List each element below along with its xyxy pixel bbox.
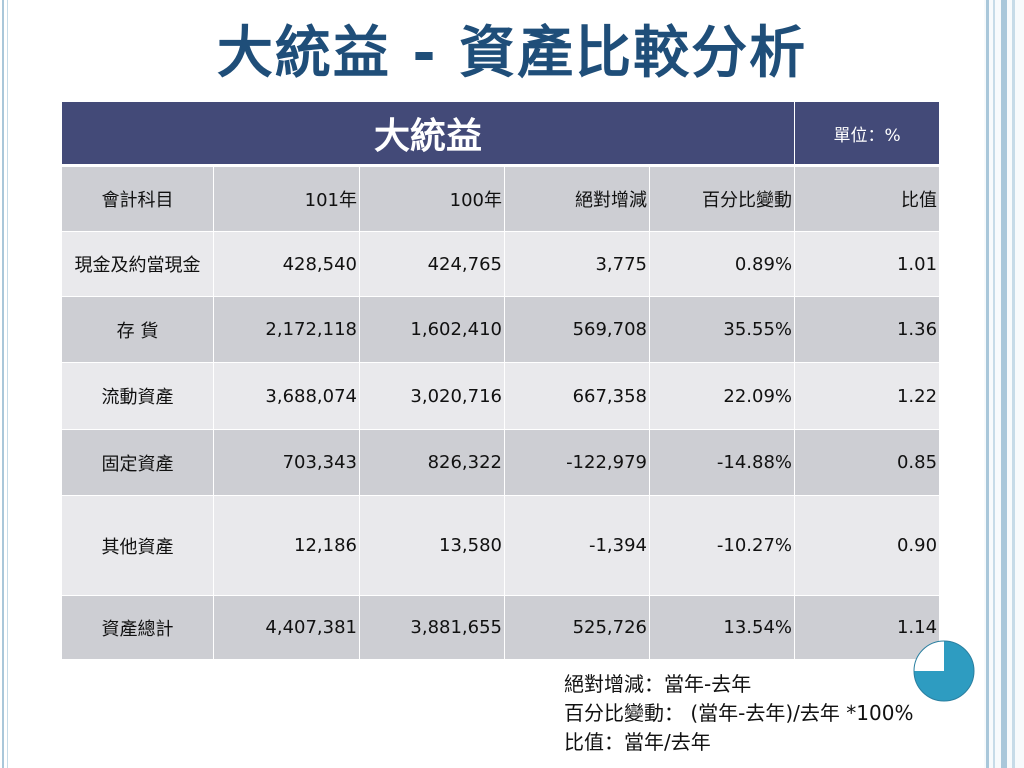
formula-notes: 絕對增減：當年-去年 百分比變動： (當年-去年)/去年 *100% 比值：當年… [564, 670, 913, 757]
column-header: 比值 [794, 165, 941, 232]
table-cell: 525,726 [504, 595, 650, 660]
table-cell: 3,688,074 [213, 362, 360, 430]
right-border-line [1012, 0, 1015, 768]
unit-label: 單位：% [794, 101, 941, 167]
column-header: 101年 [213, 165, 360, 232]
left-border-line-thin [7, 0, 8, 768]
left-border-line [2, 0, 4, 768]
table-cell: 2,172,118 [213, 296, 360, 363]
table-cell: 1.14 [794, 595, 941, 660]
note-line: 比值：當年/去年 [564, 730, 711, 754]
row-label: 流動資產 [61, 362, 214, 430]
slide-title: 大統益 - 資產比較分析 [216, 21, 808, 86]
table-cell: -122,979 [504, 429, 650, 496]
table-row: 現金及約當現金 428,540 424,765 3,775 0.89% 1.01 [61, 231, 941, 297]
table-cell: 4,407,381 [213, 595, 360, 660]
table-cell: -14.88% [648, 429, 796, 496]
table-title: 大統益 [60, 101, 796, 167]
table-cell: 22.09% [648, 362, 796, 430]
table-cell: 1.22 [794, 362, 941, 430]
table-cell: 428,540 [213, 231, 360, 297]
table-cell: 3,020,716 [359, 362, 505, 430]
table-cell: 3,775 [504, 231, 650, 297]
table-cell: 12,186 [213, 495, 360, 596]
right-border-line [1001, 0, 1007, 768]
table-cell: 667,358 [504, 362, 650, 430]
table-row: 流動資產 3,688,074 3,020,716 667,358 22.09% … [61, 362, 941, 430]
table-cell: -1,394 [504, 495, 650, 596]
table-cell: 0.89% [648, 231, 796, 297]
table-row: 資產總計 4,407,381 3,881,655 525,726 13.54% … [61, 595, 941, 660]
table-cell: 826,322 [359, 429, 505, 496]
table-cell: 13,580 [359, 495, 505, 596]
table-cell: 0.90 [794, 495, 941, 596]
row-label: 資產總計 [61, 595, 214, 660]
table-cell: 35.55% [648, 296, 796, 363]
table-cell: 424,765 [359, 231, 505, 297]
row-label: 現金及約當現金 [61, 231, 214, 297]
table-cell: 703,343 [213, 429, 360, 496]
table-cell: 1.01 [794, 231, 941, 297]
table-cell: -10.27% [648, 495, 796, 596]
row-label: 固定資產 [61, 429, 214, 496]
right-border-line [986, 0, 989, 768]
table-cell: 0.85 [794, 429, 941, 496]
table-row: 存 貨 2,172,118 1,602,410 569,708 35.55% 1… [61, 296, 941, 363]
table-cell: 13.54% [648, 595, 796, 660]
note-line: 絕對增減：當年-去年 [564, 672, 752, 696]
column-header: 絕對增減 [504, 165, 650, 232]
table-row: 其他資產 12,186 13,580 -1,394 -10.27% 0.90 [61, 495, 941, 596]
table-cell: 1,602,410 [359, 296, 505, 363]
table-row: 固定資產 703,343 826,322 -122,979 -14.88% 0.… [61, 429, 941, 496]
row-label: 存 貨 [61, 296, 214, 363]
table-header-row: 大統益 單位：% [60, 101, 941, 167]
asset-comparison-table: 大統益 單位：% 會計科目 101年 100年 絕對增減 百分比變動 比值 現金… [60, 101, 941, 660]
table-cell: 1.36 [794, 296, 941, 363]
column-header-row: 會計科目 101年 100年 絕對增減 百分比變動 比值 [61, 165, 941, 232]
column-header: 會計科目 [61, 165, 214, 232]
right-border-line [993, 0, 995, 768]
table-cell: 3,881,655 [359, 595, 505, 660]
column-header: 100年 [359, 165, 505, 232]
column-header: 百分比變動 [648, 165, 796, 232]
row-label: 其他資產 [61, 495, 214, 596]
note-line: 百分比變動： (當年-去年)/去年 *100% [564, 701, 914, 725]
pie-decoration-icon [913, 640, 975, 702]
table-cell: 569,708 [504, 296, 650, 363]
